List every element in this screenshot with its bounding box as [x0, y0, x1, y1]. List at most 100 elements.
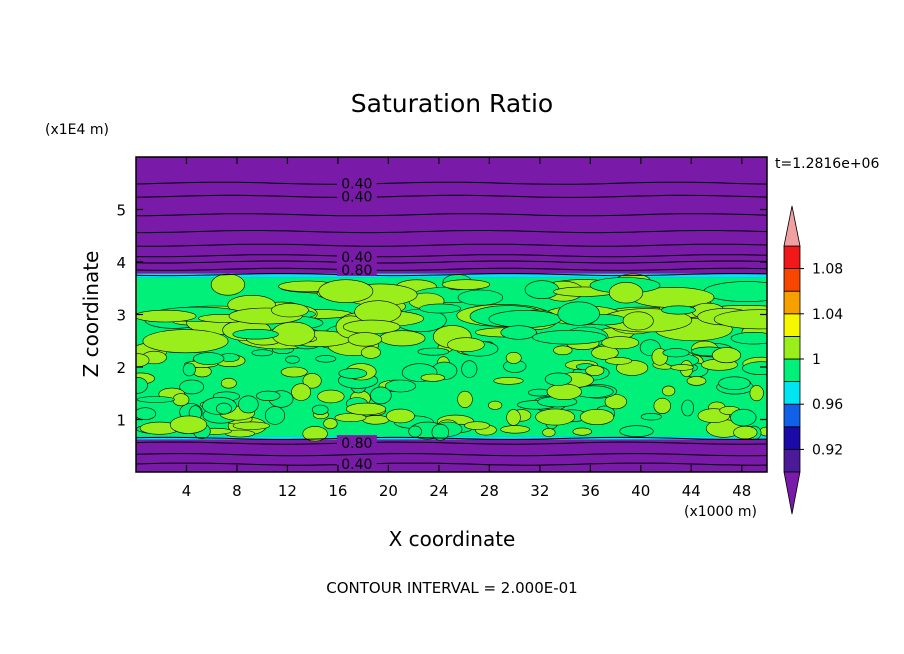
contour-blob: [557, 301, 600, 326]
contour-blob: [345, 402, 387, 416]
contour-blob: [172, 393, 190, 407]
x-tick-label: 32: [530, 482, 549, 500]
contour-blob: [347, 332, 383, 347]
contour-line: [136, 213, 767, 217]
y-axis-label: Z coordinate: [79, 251, 103, 378]
contour-blob: [271, 303, 309, 318]
colorbar-under-arrow: [783, 471, 801, 515]
contour-blob: [238, 395, 259, 414]
contour-blob: [461, 360, 478, 378]
colorbar: 0.92 0.96 1 1.04 1.08: [783, 205, 843, 515]
contour-blob: [601, 336, 640, 350]
contour-blob: [506, 409, 521, 426]
contour-blob: [457, 289, 504, 306]
contour-line: [136, 254, 767, 258]
chart-title: Saturation Ratio: [351, 89, 553, 118]
contour-blob: [711, 347, 741, 364]
contour-blob: [730, 408, 757, 427]
contour-blob: [742, 361, 767, 375]
contour-blob: [280, 366, 308, 378]
contour-blob: [686, 376, 707, 386]
contour-blob: [493, 376, 524, 385]
colorbar-tick-label: 1: [812, 352, 821, 368]
layer-4: [136, 157, 767, 274]
contour-label: 0.40: [341, 189, 372, 205]
x-axis-label: X coordinate: [389, 527, 516, 551]
contour-blob: [713, 309, 767, 330]
contour-blob: [193, 352, 225, 365]
contour-label-bg: [336, 175, 377, 190]
x-unit-label: (x1000 m): [684, 504, 757, 520]
contour-blob: [362, 415, 390, 425]
contour-blob: [579, 408, 615, 425]
contour-blob: [457, 390, 473, 408]
contour-label: 0.40: [341, 250, 372, 266]
colorbar-segment: [783, 403, 801, 428]
contour-blob: [311, 404, 329, 415]
plot-area: [136, 157, 767, 472]
contour-blob: [488, 310, 562, 328]
x-tick-label: 36: [581, 482, 600, 500]
colorbar-tick-label: 0.96: [812, 397, 843, 413]
contour-blob: [251, 349, 273, 357]
y-tick-label: 2: [116, 359, 126, 377]
contour-blob: [605, 357, 633, 365]
contour-line: [136, 260, 767, 264]
contour-blob: [338, 368, 368, 379]
contour-blob: [136, 396, 175, 403]
contour-label-bg: [336, 188, 377, 203]
contour-blob: [662, 348, 690, 358]
contour-blob: [315, 355, 337, 363]
contour-blob: [733, 425, 758, 440]
contour-blob: [681, 399, 695, 417]
x-tick-label: 4: [182, 482, 192, 500]
contour-blob: [179, 379, 205, 395]
contour-blob: [385, 408, 415, 424]
contour-blob: [232, 421, 270, 430]
contour-blob: [291, 383, 312, 401]
contour-blob: [542, 428, 556, 437]
contour-blob: [572, 427, 592, 436]
x-axis-ticks: 4 8 12 16 20 24 28 32 36 40 44 48: [182, 157, 751, 500]
contour-labels: 0.400.400.400.800.800.40: [336, 175, 377, 473]
contour-line: [136, 230, 767, 234]
colorbar-over-arrow: [783, 205, 801, 247]
colorbar-segment: [783, 313, 801, 337]
contour-line: [136, 194, 767, 198]
contour-line: [136, 267, 767, 271]
colorbar-tick-label: 0.92: [812, 442, 843, 458]
contour-blob: [417, 347, 450, 356]
contour-blob: [670, 364, 694, 371]
contour-blob: [749, 385, 764, 402]
contour-blob: [285, 355, 300, 364]
contour-blob: [136, 309, 197, 323]
y-axis-ticks: 1 2 3 4 5: [116, 202, 767, 430]
colorbar-segment: [783, 245, 801, 270]
contour-blob: [505, 351, 522, 364]
contour-line: [136, 273, 767, 277]
colorbar-tick-label: 1.08: [812, 262, 843, 278]
moist-layer-blobs: [136, 273, 767, 442]
contour-blob: [464, 421, 490, 430]
contour-blob: [608, 282, 644, 304]
contour-blob: [169, 415, 208, 434]
contour-interval-note: CONTOUR INTERVAL = 2.000E-01: [326, 579, 577, 597]
contour-blob: [232, 329, 279, 340]
contour-blob: [334, 413, 367, 422]
contour-blob: [264, 406, 286, 425]
layer-0: [136, 439, 767, 472]
y-tick-label: 4: [116, 254, 126, 272]
contour-blob: [318, 279, 374, 304]
contour-blob: [342, 319, 401, 335]
contour-blob: [604, 394, 627, 410]
contour-blob: [323, 418, 338, 430]
contour-line: [136, 462, 767, 466]
contour-line: [136, 436, 767, 440]
x-tick-label: 16: [328, 482, 347, 500]
contour-line: [136, 453, 767, 457]
contour-label-bg: [336, 456, 377, 471]
contour-blob: [544, 372, 573, 386]
colorbar-segment: [783, 426, 801, 450]
x-tick-label: 24: [429, 482, 448, 500]
contour-blob: [661, 305, 696, 315]
